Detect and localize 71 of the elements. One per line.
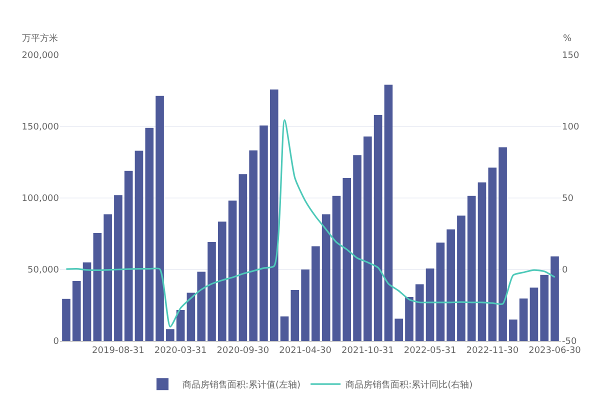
y2-axis-title: % <box>563 34 572 44</box>
bar <box>519 298 528 341</box>
y2-tick-label: 50 <box>562 194 574 204</box>
bar <box>290 290 300 341</box>
bar <box>197 272 206 341</box>
x-tick-label: 2022-11-30 <box>466 346 519 356</box>
y-tick-label: 200,000 <box>22 51 60 62</box>
bar <box>374 115 382 341</box>
y-axis-title: 万平方米 <box>22 33 58 44</box>
bar <box>426 268 434 341</box>
bar <box>228 200 237 341</box>
bar <box>550 256 559 341</box>
y2-tick-label: 100 <box>562 122 580 133</box>
bar <box>270 89 278 341</box>
bar <box>82 262 92 341</box>
bar <box>436 242 445 341</box>
bar <box>114 195 122 341</box>
x-tick-label: 2021-04-30 <box>279 346 332 356</box>
bar <box>540 274 549 341</box>
y-tick-label: 0 <box>53 337 60 348</box>
bar <box>145 128 154 341</box>
y2-tick-label: 150 <box>562 51 580 62</box>
bar <box>104 214 112 341</box>
bar <box>364 136 372 341</box>
bar <box>332 196 341 341</box>
bar <box>394 318 404 341</box>
bar <box>415 284 424 341</box>
bar <box>384 84 393 341</box>
bar <box>93 233 102 341</box>
bar <box>467 196 476 341</box>
legend-label: 商品房销售面积:累计值(左轴) <box>182 380 301 391</box>
bar <box>208 242 216 341</box>
bar <box>446 229 455 341</box>
y2-tick-label: -50 <box>562 337 577 348</box>
bar <box>280 316 289 341</box>
bar <box>405 296 414 341</box>
bar <box>342 178 352 341</box>
bar <box>457 216 466 341</box>
bar <box>260 126 268 341</box>
bar <box>124 170 133 341</box>
bar <box>530 288 538 341</box>
bar <box>312 246 320 341</box>
bar <box>176 310 185 341</box>
bar <box>134 150 144 341</box>
bar <box>186 292 196 341</box>
bar <box>218 222 226 341</box>
x-tick-label: 2020-09-30 <box>216 346 270 356</box>
bar <box>322 214 330 341</box>
legend-label: 商品房销售面积:累计同比(右轴) <box>346 380 473 391</box>
bar <box>509 320 518 341</box>
y-tick-label: 150,000 <box>22 122 60 133</box>
bar <box>498 147 507 341</box>
bar <box>488 168 497 341</box>
x-tick-label: 2019-08-31 <box>92 346 144 356</box>
bar <box>478 182 486 341</box>
line-series <box>65 119 556 328</box>
bar <box>166 329 174 341</box>
y2-tick-label: 0 <box>562 266 568 276</box>
x-tick-label: 2020-03-31 <box>154 346 207 356</box>
bar <box>238 174 248 341</box>
y-tick-label: 50,000 <box>28 266 60 276</box>
bar <box>249 150 258 341</box>
x-tick-label: 2023-06-30 <box>528 346 582 356</box>
x-tick-label: 2021-10-31 <box>342 346 394 356</box>
y-tick-label: 100,000 <box>22 194 60 204</box>
bar <box>301 270 310 341</box>
bar <box>62 298 70 341</box>
x-tick-label: 2022-05-31 <box>404 346 456 356</box>
bar <box>353 155 362 341</box>
bar <box>156 96 164 341</box>
bar <box>72 280 81 341</box>
